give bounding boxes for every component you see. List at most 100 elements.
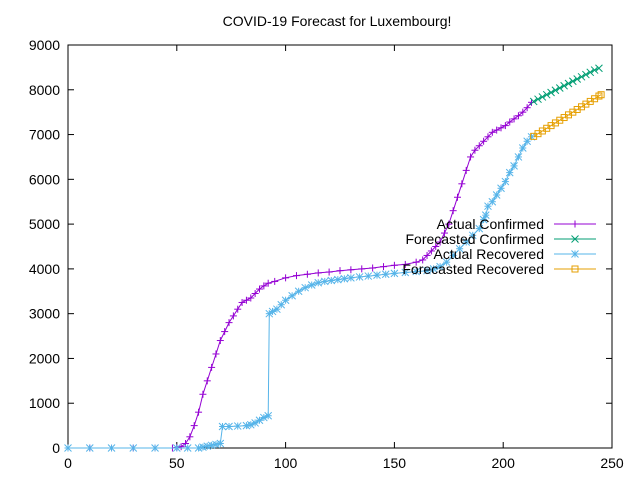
legend-swatch-marker <box>571 250 579 258</box>
plot-border <box>67 44 613 449</box>
data-point <box>347 266 355 274</box>
legend-label: Forecasted Confirmed <box>405 231 544 247</box>
series-0 <box>64 98 535 452</box>
x-tick-label: 50 <box>169 455 185 471</box>
y-tick-label: 0 <box>52 440 60 456</box>
data-point <box>390 261 398 269</box>
data-point <box>432 243 440 250</box>
series-group <box>64 64 605 452</box>
series-line <box>68 101 532 449</box>
data-point <box>340 274 349 283</box>
data-point <box>381 270 390 279</box>
data-point <box>292 272 300 280</box>
data-point <box>547 88 555 97</box>
data-point <box>501 122 509 130</box>
x-tick-label: 150 <box>383 455 407 471</box>
y-tick-label: 4000 <box>29 261 60 277</box>
data-point <box>216 439 225 448</box>
data-point <box>582 70 590 79</box>
data-point <box>514 112 522 120</box>
data-point <box>560 81 568 90</box>
data-point <box>336 267 344 275</box>
data-point <box>225 422 233 431</box>
y-tick-label: 7000 <box>29 127 60 143</box>
data-point <box>481 211 490 220</box>
data-point <box>506 118 514 126</box>
data-point <box>264 411 273 420</box>
data-point <box>501 177 510 186</box>
data-point <box>190 422 198 430</box>
data-point <box>595 64 603 73</box>
data-point <box>471 146 479 154</box>
data-point <box>401 268 410 277</box>
data-point <box>555 84 564 92</box>
data-point <box>573 75 582 83</box>
plot-area <box>67 44 613 449</box>
y-tick-label: 8000 <box>29 82 60 98</box>
data-point <box>462 166 470 174</box>
data-point <box>527 98 535 106</box>
data-point <box>590 66 599 74</box>
data-point <box>364 272 373 280</box>
legend-swatch-marker <box>571 265 579 273</box>
legend-label: Actual Confirmed <box>437 216 544 232</box>
data-point <box>221 328 229 336</box>
data-point <box>475 224 484 233</box>
data-point <box>333 275 342 284</box>
data-point <box>380 263 388 271</box>
data-point <box>467 153 475 161</box>
data-point <box>203 377 211 385</box>
x-tick-label: 0 <box>64 455 72 471</box>
data-point <box>271 277 279 285</box>
data-point <box>301 283 310 292</box>
data-point <box>429 265 438 273</box>
data-point <box>419 256 427 264</box>
data-point <box>355 273 364 281</box>
data-point <box>255 285 263 293</box>
data-point <box>442 258 451 267</box>
legend-swatch-marker <box>571 235 579 243</box>
x-tick-label: 200 <box>492 455 516 471</box>
data-point <box>64 444 72 452</box>
data-point <box>445 220 453 228</box>
data-point <box>251 290 259 298</box>
data-point <box>347 273 355 282</box>
legend-label: Actual Recovered <box>433 246 544 262</box>
data-point <box>423 251 431 259</box>
data-point <box>325 268 333 276</box>
data-point <box>475 142 483 150</box>
y-tick-label: 6000 <box>29 171 60 187</box>
data-point <box>208 363 216 371</box>
data-point <box>423 266 431 275</box>
data-point <box>462 238 471 246</box>
series-2 <box>64 132 536 452</box>
data-point <box>480 137 488 145</box>
data-point <box>538 93 547 101</box>
data-point <box>314 278 323 287</box>
data-point <box>514 153 523 161</box>
data-point <box>597 91 605 99</box>
axes: 0 50 100 150 200 250 0 1000 2000 3000 4000 5000 6000… <box>29 37 624 471</box>
data-point <box>436 238 444 246</box>
y-tick-label: 3000 <box>29 306 60 322</box>
data-point <box>436 262 444 271</box>
data-point <box>264 279 272 287</box>
data-point <box>455 244 464 253</box>
data-point <box>449 207 457 215</box>
data-point <box>186 433 194 441</box>
data-point <box>497 184 505 193</box>
data-point <box>307 281 316 289</box>
data-point <box>412 267 421 276</box>
data-point <box>492 191 501 199</box>
data-point <box>519 108 527 116</box>
data-point <box>260 282 268 290</box>
data-point <box>247 294 255 302</box>
data-point <box>518 144 527 152</box>
data-point <box>564 79 573 88</box>
data-point <box>577 72 586 81</box>
data-point <box>534 95 542 104</box>
y-tick-label: 5000 <box>29 216 60 232</box>
data-point <box>327 276 336 285</box>
